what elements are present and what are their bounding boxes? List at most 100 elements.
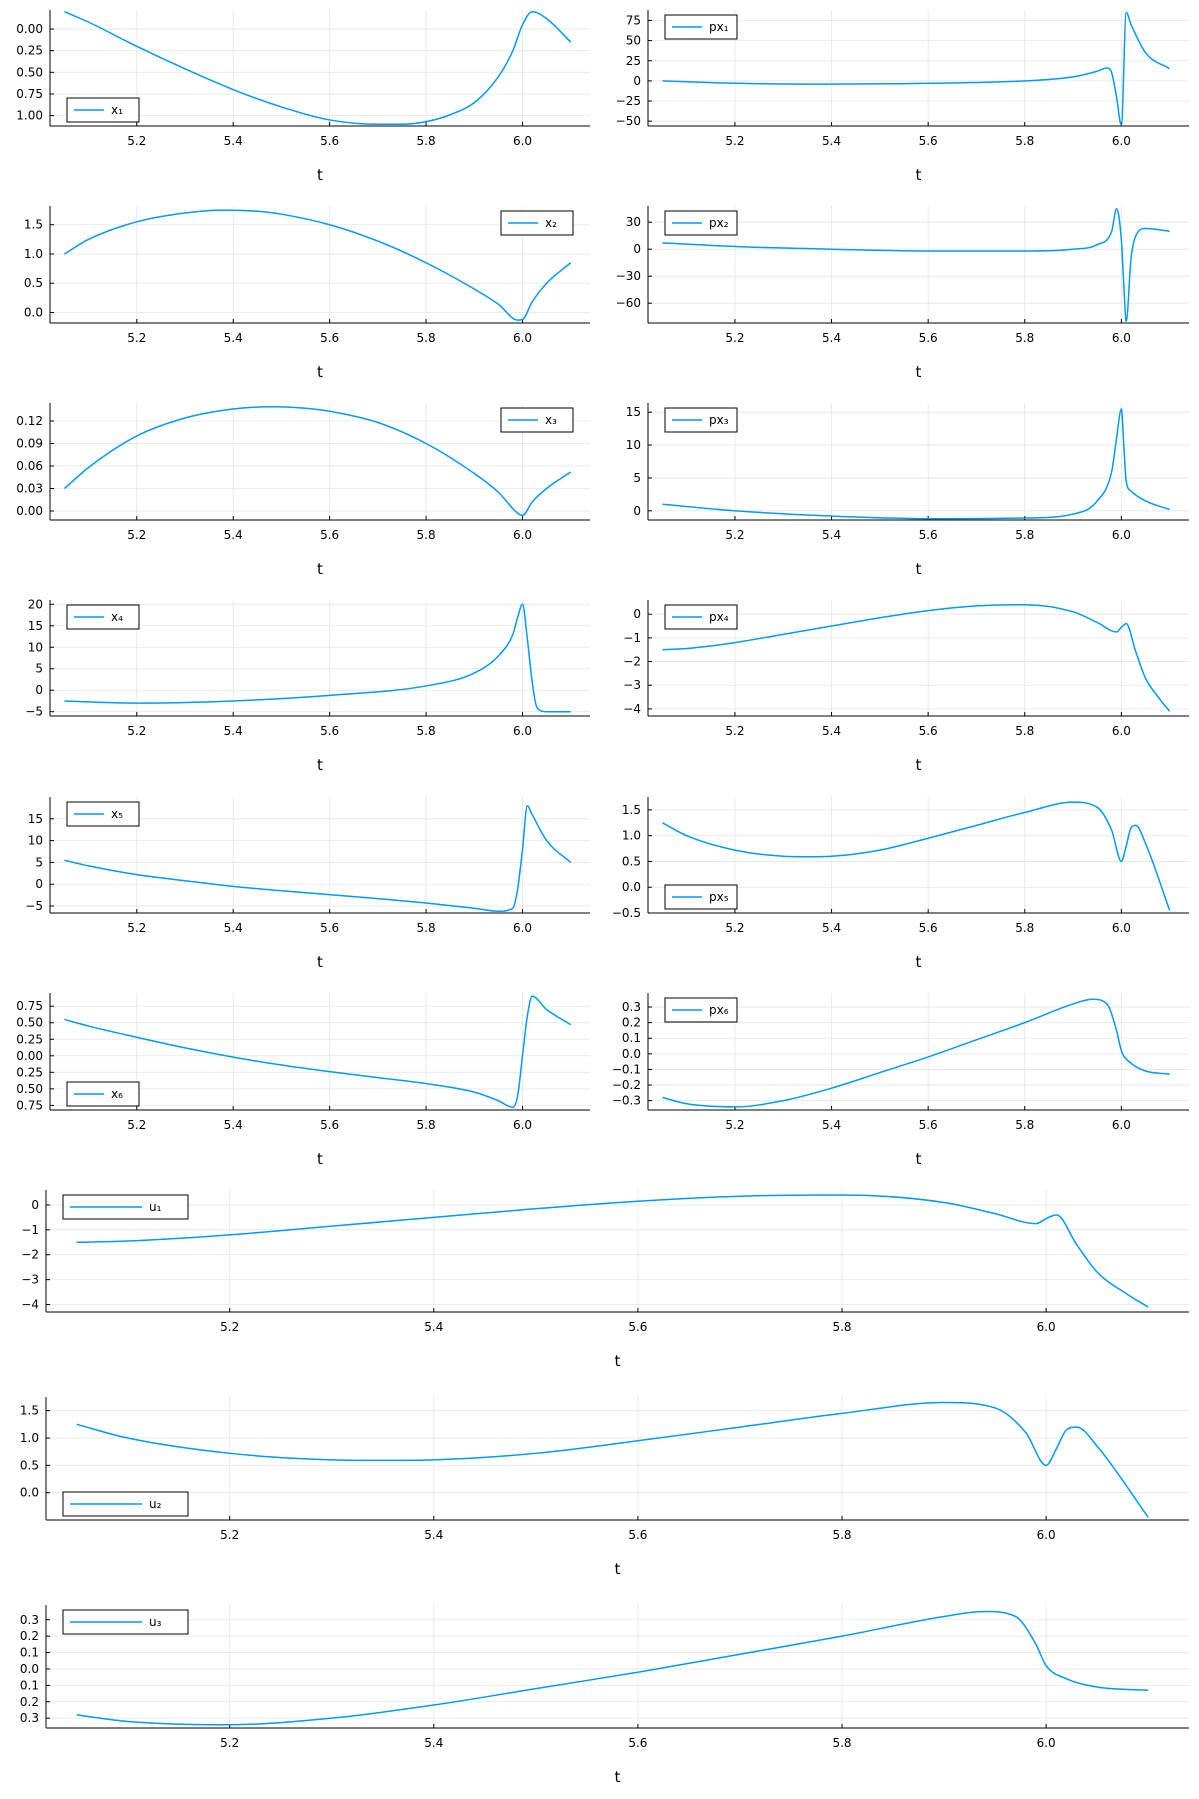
y-tick-label: −0.2 <box>612 1078 641 1092</box>
y-tick-label: −0.3 <box>612 1094 641 1108</box>
x-tick-label: 5.2 <box>127 134 146 148</box>
y-tick-label: −25 <box>616 94 641 108</box>
x-tick-label: 5.2 <box>127 528 146 542</box>
y-tick-label: 0 <box>633 242 641 256</box>
legend: px₆ <box>664 997 738 1023</box>
y-tick-label: −3 <box>623 678 641 692</box>
u2-plot: 5.2 5.4 5.6 5.8 6.0 0.0 0.5 1.0 1.5 t u₂ <box>20 1397 1189 1578</box>
y-tick-label: 0.00 <box>16 504 43 518</box>
y-tick-label: −4 <box>623 702 641 716</box>
x-tick-label: 6.0 <box>1112 921 1131 935</box>
legend-label: px₄ <box>709 610 729 624</box>
legend: x₁ <box>66 97 140 123</box>
legend-label: x₅ <box>111 807 123 821</box>
x-tick-label: 5.8 <box>832 1320 851 1334</box>
x-tick-label: 6.0 <box>1112 134 1131 148</box>
series-line <box>64 804 572 913</box>
x-tick-label: 5.8 <box>832 1528 851 1542</box>
x-tick-label: 6.0 <box>1037 1528 1056 1542</box>
series-line <box>63 406 572 517</box>
x-tick-label: 6.0 <box>513 134 532 148</box>
y-tick-label: 0.1 <box>622 1031 641 1045</box>
y-tick-label: 1.5 <box>20 1404 39 1418</box>
x-axis-label: t <box>916 363 922 381</box>
y-tick-label: 0.3 <box>20 1613 39 1627</box>
legend: x₂ <box>500 210 574 236</box>
y-tick-label: 15 <box>28 619 43 633</box>
x-tick-label: 5.8 <box>417 528 436 542</box>
legend: px₄ <box>664 604 738 630</box>
y-tick-label: 0.0 <box>622 880 641 894</box>
y-tick-label: 10 <box>28 640 43 654</box>
x-tick-label: 5.8 <box>417 724 436 738</box>
y-tick-label: 0.50 <box>16 1082 43 1096</box>
x-axis-label: t <box>916 756 922 774</box>
u1-plot: 5.2 5.4 5.6 5.8 6.0 −4 −3 −2 −1 0 t u₁ <box>21 1190 1189 1370</box>
y-tick-label: 0.00 <box>16 22 43 36</box>
y-tick-label: 10 <box>626 438 641 452</box>
y-tick-label: 30 <box>626 215 641 229</box>
y-tick-label: 5 <box>35 855 43 869</box>
x-tick-label: 5.4 <box>224 331 243 345</box>
x-tick-label: 5.6 <box>320 921 339 935</box>
series-line <box>662 11 1171 126</box>
legend: px₁ <box>664 14 738 40</box>
legend-label: px₃ <box>709 413 729 427</box>
y-tick-label: 0.06 <box>16 459 43 473</box>
y-tick-label: 0.00 <box>16 1049 43 1063</box>
y-tick-label: 0.3 <box>622 1000 641 1014</box>
y-tick-label: 0.75 <box>16 999 43 1013</box>
x-axis-label: t <box>317 363 323 381</box>
y-tick-label: 75 <box>626 13 641 27</box>
x-tick-label: 5.4 <box>424 1528 443 1542</box>
x2-plot: 5.2 5.4 5.6 5.8 6.0 0.0 0.5 1.0 1.5 t x₂ <box>24 206 590 381</box>
legend: x₆ <box>66 1081 140 1107</box>
x-tick-label: 5.6 <box>320 134 339 148</box>
y-tick-label: 0.5 <box>20 1458 39 1472</box>
y-tick-label: 0.0 <box>622 1047 641 1061</box>
x-tick-label: 5.2 <box>220 1320 239 1334</box>
legend-label: px₂ <box>709 216 729 230</box>
y-tick-label: 0.5 <box>24 276 43 290</box>
legend: px₅ <box>664 884 738 910</box>
y-tick-label: 0.5 <box>622 854 641 868</box>
x-tick-label: 5.4 <box>822 331 841 345</box>
y-tick-label: 1.0 <box>622 829 641 843</box>
x-tick-label: 5.8 <box>1015 724 1034 738</box>
x-tick-label: 5.2 <box>725 528 744 542</box>
y-tick-label: 0.0 <box>24 305 43 319</box>
y-tick-label: 0.1 <box>20 1646 39 1660</box>
x-tick-label: 5.8 <box>417 331 436 345</box>
x5-plot: 5.2 5.4 5.6 5.8 6.0 −5 0 5 10 15 t x₅ <box>25 797 590 971</box>
x-tick-label: 5.6 <box>628 1736 647 1750</box>
legend-label: u₃ <box>149 1615 162 1629</box>
x-axis-label: t <box>317 756 323 774</box>
y-tick-label: −2 <box>623 655 641 669</box>
x-tick-label: 5.6 <box>628 1528 647 1542</box>
y-tick-label: 0.25 <box>16 44 43 58</box>
x-tick-label: 5.2 <box>220 1736 239 1750</box>
x-tick-label: 6.0 <box>1037 1320 1056 1334</box>
legend: x₄ <box>66 604 140 630</box>
x-tick-label: 5.8 <box>417 134 436 148</box>
y-tick-label: 1.5 <box>622 803 641 817</box>
x-tick-label: 5.6 <box>919 134 938 148</box>
y-tick-label: −3 <box>21 1273 39 1287</box>
y-tick-label: 15 <box>626 405 641 419</box>
series-line <box>64 10 572 126</box>
y-tick-label: 0.09 <box>16 437 43 451</box>
y-tick-label: 0.12 <box>16 414 43 428</box>
x-tick-label: 5.8 <box>1015 331 1034 345</box>
x-tick-label: 5.2 <box>220 1528 239 1542</box>
x-axis-label: t <box>317 560 323 578</box>
x-tick-label: 5.4 <box>224 921 243 935</box>
x-tick-label: 5.8 <box>832 1736 851 1750</box>
x-tick-label: 5.6 <box>628 1320 647 1334</box>
x-tick-label: 5.4 <box>822 528 841 542</box>
x-tick-label: 5.8 <box>1015 134 1034 148</box>
x-tick-label: 5.2 <box>127 921 146 935</box>
y-tick-label: 25 <box>626 54 641 68</box>
legend: x₅ <box>66 801 140 827</box>
y-tick-label: 0.25 <box>16 1032 43 1046</box>
x-tick-label: 5.2 <box>725 134 744 148</box>
